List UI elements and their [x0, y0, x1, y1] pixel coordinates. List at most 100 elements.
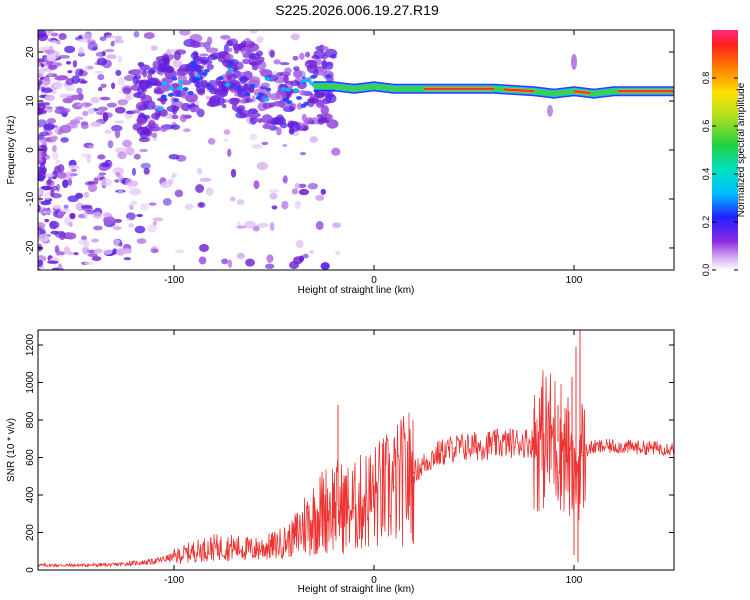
- spectrogram-blob: [128, 223, 135, 228]
- spectrogram-blob: [305, 51, 311, 58]
- spectrogram-blob: [177, 80, 184, 85]
- spectrogram-blob: [40, 185, 53, 191]
- spectrogram-blob: [90, 96, 100, 104]
- spectrogram-blob: [240, 40, 247, 48]
- spectrogram-blob: [48, 30, 53, 34]
- spectrogram-blob: [172, 172, 178, 177]
- snr-point: [473, 445, 475, 447]
- snr-point: [413, 471, 415, 474]
- snr-y-ticks: 0 200 400 600 800 1000 1200: [25, 333, 674, 573]
- spectrogram-blob: [87, 253, 98, 258]
- spectrogram-blob: [235, 111, 247, 119]
- spectrogram-blob: [293, 66, 300, 71]
- spectrogram-blob: [256, 162, 269, 171]
- snr-y-tick-label: 1000: [25, 371, 36, 394]
- spectrogram-blob: [118, 242, 123, 247]
- spectrogram-blob: [331, 147, 341, 156]
- snr-frame: [37, 329, 675, 571]
- snr-noise-trace: [37, 370, 675, 569]
- spectrogram-blob: [114, 179, 120, 183]
- spectrogram-blob: [297, 183, 307, 189]
- spectrogram-blob: [87, 108, 95, 115]
- spectrogram-blob: [101, 50, 106, 57]
- spectrogram-blob: [133, 30, 140, 38]
- spectrogram-blob: [77, 103, 86, 107]
- spectrogram-blob: [173, 51, 181, 61]
- spectrogram-blob: [161, 81, 168, 86]
- spectrogram-blob: [145, 80, 153, 89]
- spectrogram-blob: [46, 260, 59, 264]
- spectrogram-blob: [50, 230, 60, 235]
- spectrogram-blob: [171, 114, 179, 120]
- spectrogram-blob: [161, 63, 168, 74]
- spectrogram-blob: [150, 248, 159, 253]
- spectrogram-blob: [44, 218, 50, 223]
- spectrogram-blob: [114, 106, 126, 114]
- spectrogram-carrier-track: [311, 53, 674, 117]
- spectrogram-blob: [275, 89, 287, 100]
- spectrogram-blob: [65, 232, 77, 240]
- snr-point: [343, 507, 345, 509]
- snr-y-label: SNR (10 * v/v): [6, 418, 17, 482]
- spectrogram-blob: [249, 30, 258, 34]
- spectrogram-blob: [135, 79, 145, 85]
- snr-point: [569, 466, 571, 468]
- colorbar-tick-label: 0.2: [701, 216, 711, 229]
- spectrogram-blob: [60, 137, 69, 143]
- spectrogram-blob: [43, 123, 56, 131]
- snr-point: [253, 548, 255, 550]
- spectrogram-blob: [140, 162, 151, 170]
- spectrogram-blob: [227, 148, 232, 157]
- spectrogram-blob: [571, 53, 577, 70]
- spectrogram-blob: [321, 59, 328, 70]
- spectrogram-blob: [90, 238, 99, 243]
- spectrogram-blob: [70, 168, 77, 172]
- colorbar-tick-label: 0.8: [701, 72, 711, 85]
- spectrogram-blob: [118, 173, 124, 183]
- colorbar-ticks: 0.0 0.2 0.4 0.6 0.8: [701, 72, 738, 276]
- spectrogram-blob: [325, 74, 332, 79]
- spectrogram-blob: [283, 97, 290, 102]
- spectrogram-blob: [282, 175, 288, 184]
- snr-point: [193, 550, 195, 552]
- spectrogram-blob: [290, 33, 300, 41]
- spectrogram-blob: [245, 258, 255, 267]
- spectrogram-blob: [104, 112, 113, 119]
- spectrogram-blob: [280, 86, 287, 91]
- snr-point: [613, 445, 615, 447]
- spectrogram-blob: [326, 119, 339, 129]
- spectrogram-blob: [46, 117, 57, 124]
- snr-point: [323, 509, 325, 511]
- spectrogram-blob: [114, 129, 121, 139]
- snr-x-ticks: -100 0 100: [164, 330, 583, 586]
- spectrogram-blob: [97, 154, 106, 160]
- spectrogram-blob: [123, 257, 131, 261]
- spectrogram-blob: [106, 54, 118, 60]
- spectrogram-blob: [57, 210, 64, 219]
- spectrogram-blob: [54, 245, 60, 254]
- spectrogram-blob: [227, 259, 233, 269]
- spectrogram-blob: [269, 192, 278, 200]
- spectrogram-blob: [168, 86, 175, 91]
- snr-y-tick-label: 200: [25, 524, 36, 541]
- spectrogram-blob: [58, 32, 67, 41]
- spectrogram-blob: [57, 55, 70, 59]
- spectrogram-blob: [199, 177, 212, 182]
- spectrogram-blob: [52, 81, 63, 90]
- carrier-band-peak: [503, 88, 535, 93]
- spectrogram-blob: [265, 87, 272, 92]
- spectrogram-blob: [64, 45, 76, 54]
- spectrogram-blob: [193, 55, 200, 63]
- spectrogram-blob: [136, 238, 147, 244]
- spectrogram-blob: [114, 120, 125, 124]
- spectrogram-blob: [273, 59, 281, 65]
- spectrogram-blob: [171, 105, 178, 115]
- spectrogram-x-label: Height of straight line (km): [298, 285, 415, 296]
- spectrogram-x-ticks: -100 0 100: [164, 30, 583, 286]
- spectrogram-blob: [192, 51, 199, 56]
- spectrogram-blobs: [38, 30, 342, 270]
- spectrogram-blob: [133, 153, 141, 160]
- spectrogram-blob: [335, 250, 341, 256]
- spectrogram-blob: [50, 32, 59, 37]
- spectrogram-blob: [174, 189, 184, 198]
